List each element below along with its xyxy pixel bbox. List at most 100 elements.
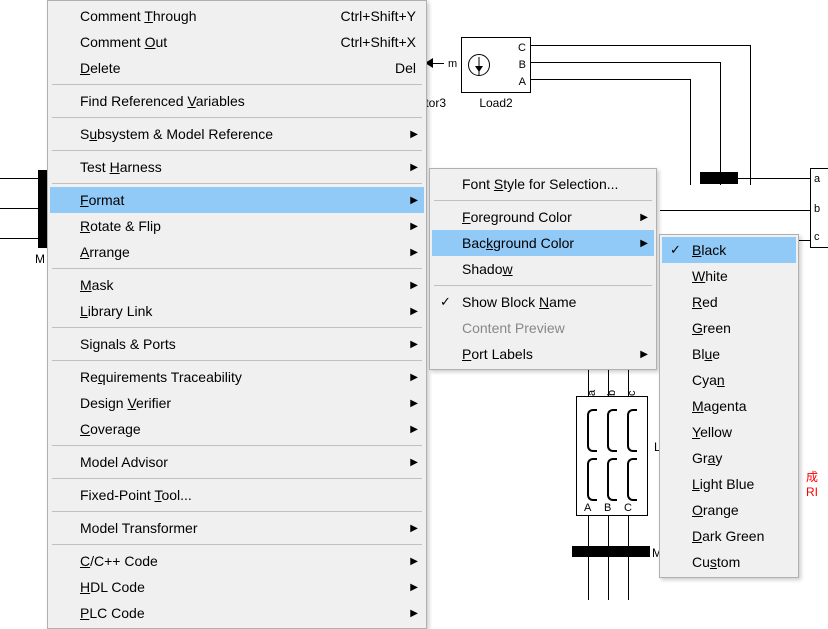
- menu-color-green[interactable]: Green: [662, 315, 796, 341]
- menu-show-block-name[interactable]: ✓ Show Block Name: [432, 289, 654, 315]
- check-icon: ✓: [440, 294, 451, 310]
- menu-color-white[interactable]: White: [662, 263, 796, 289]
- menu-shadow[interactable]: Shadow: [432, 256, 654, 282]
- menu-plc-code[interactable]: PLC Code ▶: [50, 600, 424, 626]
- wire: [628, 516, 629, 546]
- menu-library-link[interactable]: Library Link ▶: [50, 298, 424, 324]
- menu-color-lightblue[interactable]: Light Blue: [662, 471, 796, 497]
- menu-separator: [52, 445, 422, 446]
- menu-cpp-code[interactable]: C/C++ Code ▶: [50, 548, 424, 574]
- chevron-right-icon: ▶: [410, 608, 418, 619]
- chevron-right-icon: ▶: [410, 556, 418, 567]
- menu-color-darkgreen[interactable]: Dark Green: [662, 523, 796, 549]
- menu-color-orange[interactable]: Orange: [662, 497, 796, 523]
- m4-port-bot-a: A: [584, 502, 591, 514]
- menu-color-red[interactable]: Red: [662, 289, 796, 315]
- load2-block[interactable]: C B A m: [461, 37, 531, 93]
- menu-separator: [52, 268, 422, 269]
- menu-background-color[interactable]: Background Color ▶: [432, 230, 654, 256]
- menu-foreground-color[interactable]: Foreground Color ▶: [432, 204, 654, 230]
- chevron-right-icon: ▶: [410, 424, 418, 435]
- chevron-right-icon: ▶: [410, 398, 418, 409]
- m4-port-bot-b: B: [604, 502, 611, 514]
- wire: [531, 45, 751, 46]
- menu-separator: [52, 117, 422, 118]
- wire: [0, 238, 40, 239]
- menu-subsystem[interactable]: Subsystem & Model Reference ▶: [50, 121, 424, 147]
- menu-port-labels[interactable]: Port Labels ▶: [432, 341, 654, 367]
- menu-rotate-flip[interactable]: Rotate & Flip ▶: [50, 213, 424, 239]
- wire: [531, 79, 691, 80]
- menu-separator: [52, 327, 422, 328]
- menu-color-magenta[interactable]: Magenta: [662, 393, 796, 419]
- m4-block[interactable]: a b c A B C: [576, 396, 648, 516]
- chevron-right-icon: ▶: [410, 582, 418, 593]
- load2-label: Load2: [461, 96, 531, 110]
- menu-arrange[interactable]: Arrange ▶: [50, 239, 424, 265]
- wire: [738, 178, 810, 179]
- menu-design-verifier[interactable]: Design Verifier ▶: [50, 390, 424, 416]
- menu-requirements[interactable]: Requirements Traceability ▶: [50, 364, 424, 390]
- wire: [608, 366, 609, 396]
- menu-hdl-code[interactable]: HDL Code ▶: [50, 574, 424, 600]
- menu-model-transformer[interactable]: Model Transformer ▶: [50, 515, 424, 541]
- wire: [750, 45, 751, 185]
- menu-separator: [52, 478, 422, 479]
- menu-fixed-point[interactable]: Fixed-Point Tool...: [50, 482, 424, 508]
- chevron-right-icon: ▶: [410, 195, 418, 206]
- wire: [608, 557, 609, 600]
- menu-mask[interactable]: Mask ▶: [50, 272, 424, 298]
- right-block[interactable]: a b c: [810, 168, 828, 248]
- menu-separator: [52, 84, 422, 85]
- bus-bar[interactable]: [700, 172, 738, 184]
- menu-separator: [52, 544, 422, 545]
- wire: [588, 557, 589, 600]
- chevron-right-icon: ▶: [640, 238, 648, 249]
- wire: [0, 178, 40, 179]
- menu-model-advisor[interactable]: Model Advisor ▶: [50, 449, 424, 475]
- wire: [608, 516, 609, 546]
- menu-coverage[interactable]: Coverage ▶: [50, 416, 424, 442]
- m4-bottom-bus[interactable]: [572, 546, 650, 557]
- menu-delete[interactable]: Delete Del: [50, 55, 424, 81]
- wire: [588, 366, 589, 396]
- menu-color-yellow[interactable]: Yellow: [662, 419, 796, 445]
- chevron-right-icon: ▶: [410, 162, 418, 173]
- menu-separator: [434, 200, 652, 201]
- menu-test-harness[interactable]: Test Harness ▶: [50, 154, 424, 180]
- menu-signals-ports[interactable]: Signals & Ports ▶: [50, 331, 424, 357]
- chevron-right-icon: ▶: [410, 247, 418, 258]
- menu-color-black[interactable]: ✓ Black: [662, 237, 796, 263]
- chevron-right-icon: ▶: [640, 212, 648, 223]
- menu-format[interactable]: Format ▶: [50, 187, 424, 213]
- load2-port-b: B: [519, 59, 526, 71]
- wire: [628, 557, 629, 600]
- wire: [628, 366, 629, 396]
- load2-port-m: m: [448, 58, 457, 70]
- menu-comment-through[interactable]: Comment Through Ctrl+Shift+Y: [50, 3, 424, 29]
- menu-color-gray[interactable]: Gray: [662, 445, 796, 471]
- menu-color-blue[interactable]: Blue: [662, 341, 796, 367]
- menu-font-style[interactable]: Font Style for Selection...: [432, 171, 654, 197]
- right-port-c: c: [814, 231, 820, 243]
- right-port-a: a: [814, 173, 820, 185]
- wire: [588, 516, 589, 546]
- wire: [720, 62, 721, 185]
- menu-find-ref-vars[interactable]: Find Referenced Variables: [50, 88, 424, 114]
- menu-comment-out[interactable]: Comment Out Ctrl+Shift+X: [50, 29, 424, 55]
- menu-content-preview: Content Preview: [432, 315, 654, 341]
- wire: [690, 79, 691, 185]
- menu-color-cyan[interactable]: Cyan: [662, 367, 796, 393]
- chevron-right-icon: ▶: [410, 306, 418, 317]
- right-port-b: b: [814, 203, 820, 215]
- menu-separator: [434, 285, 652, 286]
- chevron-right-icon: ▶: [410, 339, 418, 350]
- chevron-right-icon: ▶: [410, 221, 418, 232]
- chevron-right-icon: ▶: [640, 349, 648, 360]
- menu-separator: [52, 183, 422, 184]
- load2-port-c: C: [518, 42, 526, 54]
- wire: [531, 62, 721, 63]
- menu-color-custom[interactable]: Custom: [662, 549, 796, 575]
- color-submenu: ✓ Black White Red Green Blue Cyan Magent…: [659, 234, 799, 578]
- chevron-right-icon: ▶: [410, 457, 418, 468]
